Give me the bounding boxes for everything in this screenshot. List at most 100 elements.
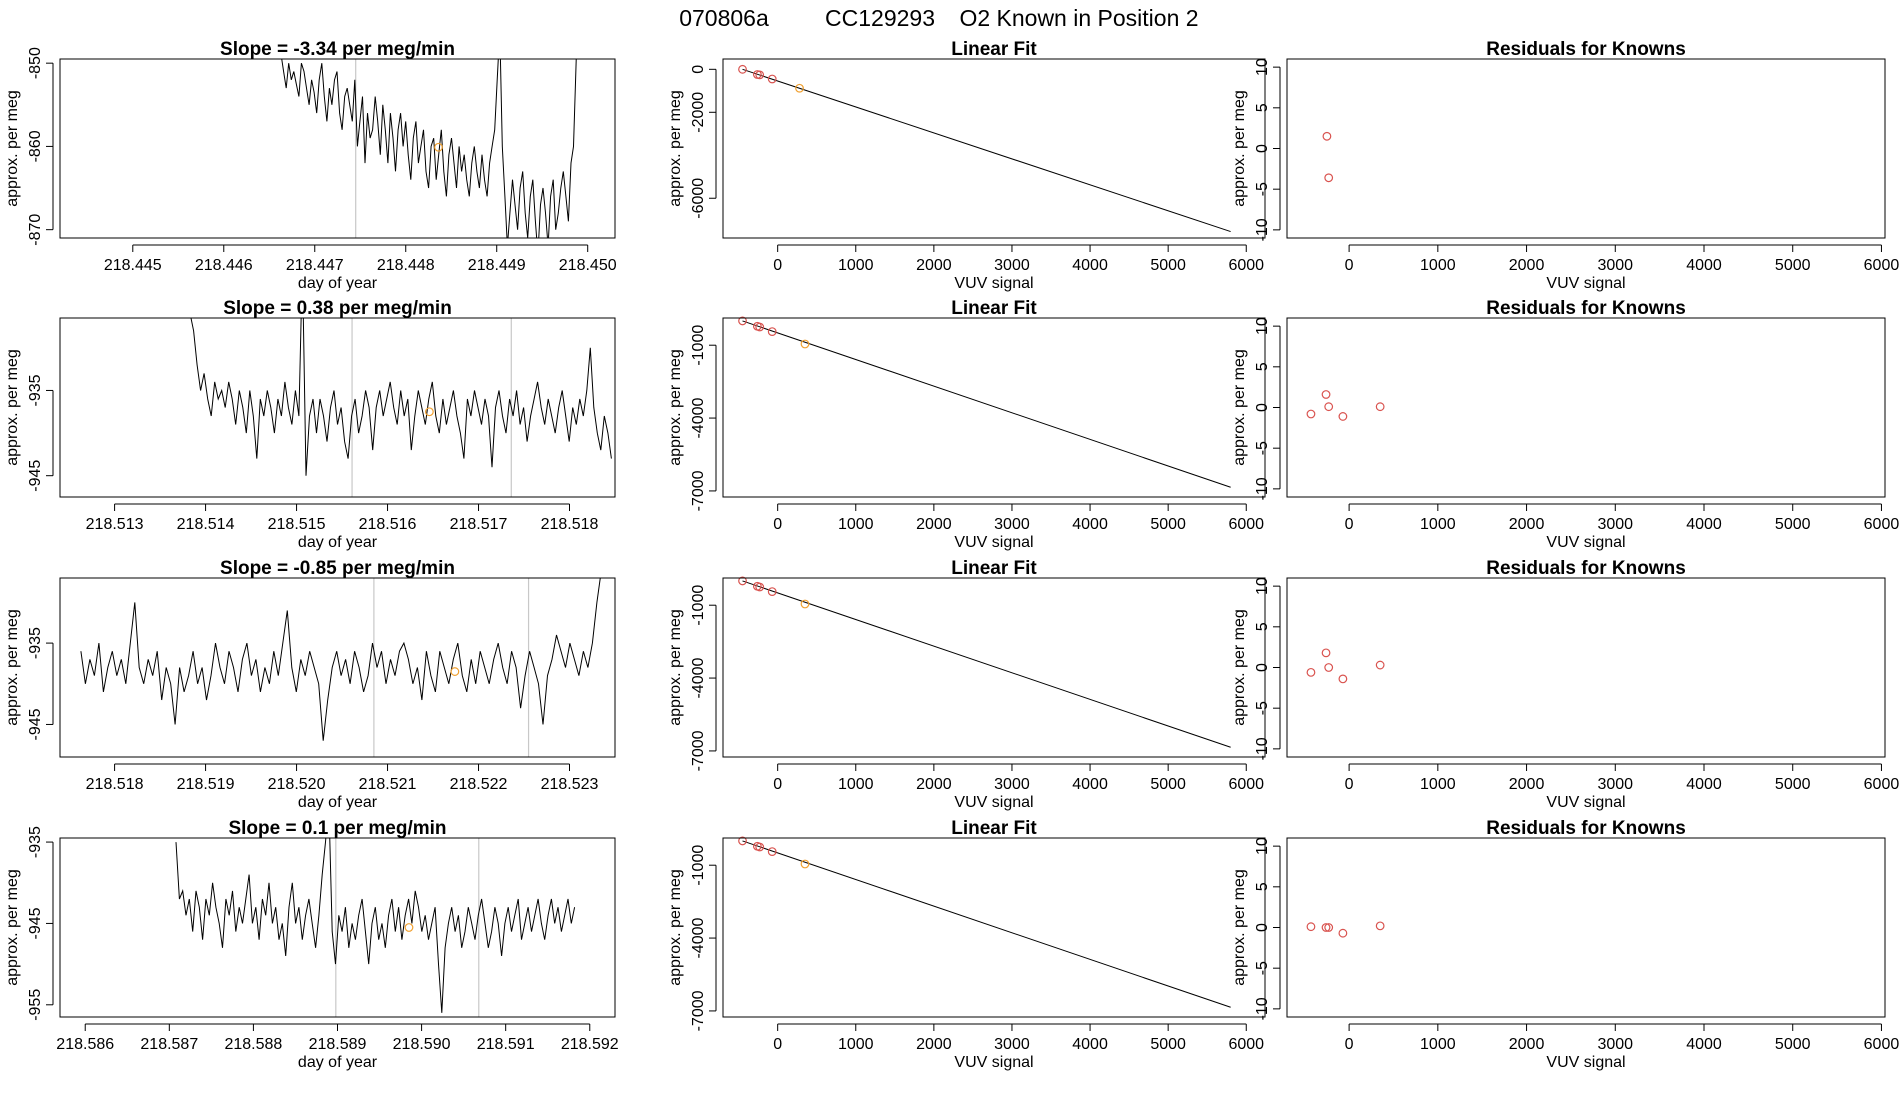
x-tick-label: 5000 — [1150, 516, 1186, 533]
panel-0-0: Slope = -3.34 per meg/min 218.445 218.446 2… — [4, 39, 617, 292]
y-tick-label: -7000 — [690, 730, 707, 771]
plot-frame — [59, 837, 616, 1018]
x-tick-label: 4000 — [1072, 776, 1108, 793]
x-tick-label: 218.592 — [561, 1036, 619, 1053]
x-tick-label: 5000 — [1150, 257, 1186, 274]
x-tick-label: 1000 — [838, 1036, 874, 1053]
sample-point — [795, 83, 804, 93]
x-tick-label: 0 — [773, 776, 782, 793]
plot-frame — [722, 58, 1266, 239]
x-tick-label: 3000 — [1597, 257, 1633, 274]
x-tick-label: 218.450 — [559, 257, 617, 274]
series-line — [190, 318, 612, 476]
panel-3-0: Slope = 0.1 per meg/min 218.586 218.587 218… — [4, 818, 619, 1071]
x-tick-label: 3000 — [994, 776, 1030, 793]
x-axis-label: day of year — [298, 1054, 378, 1071]
x-tick-label: 218.513 — [86, 516, 144, 533]
y-tick-label: 10 — [1254, 577, 1271, 595]
x-axis-label: VUV signal — [954, 534, 1033, 551]
known-point — [1321, 923, 1331, 932]
series-line — [80, 578, 601, 741]
x-tick-label: 5000 — [1775, 257, 1811, 274]
y-tick-label: -945 — [27, 907, 44, 939]
series-line — [281, 59, 577, 238]
y-tick-label: -5 — [1254, 182, 1271, 196]
x-tick-label: 4000 — [1686, 257, 1722, 274]
panel-title: Residuals for Knowns — [1486, 298, 1686, 319]
sample-point — [424, 407, 434, 417]
y-axis-label: approx. per meg — [1231, 90, 1248, 207]
plot-grid: Slope = -3.34 per meg/min 218.445 218.446 2… — [4, 39, 1900, 1071]
y-tick-label: -935 — [27, 374, 44, 406]
fit-line — [742, 68, 1231, 233]
y-tick-label: -870 — [27, 214, 44, 246]
x-tick-label: 5000 — [1775, 1036, 1811, 1053]
x-tick-label: 0 — [1345, 1036, 1354, 1053]
panel-1-0: Slope = 0.38 per meg/min 218.513 218.514 21… — [4, 298, 616, 551]
known-point — [1338, 674, 1348, 684]
figure-title-position: O2 Known in Position 2 — [959, 5, 1198, 31]
x-tick-label: 3000 — [1597, 1036, 1633, 1053]
y-tick-label: -5 — [1254, 441, 1271, 455]
x-tick-label: 1000 — [1420, 257, 1456, 274]
x-tick-label: 4000 — [1686, 516, 1722, 533]
panel-3-1: Linear Fit 0 1000 2000 3000 4000 5000 6000 VUV s… — [667, 818, 1266, 1071]
x-tick-label: 218.587 — [140, 1036, 198, 1053]
known-point — [767, 847, 777, 857]
known-point — [755, 842, 765, 852]
panel-title: Linear Fit — [951, 298, 1037, 319]
known-point — [1375, 660, 1385, 670]
panel-0-2: Residuals for Knowns 0 1000 2000 3000 4000 500… — [1231, 39, 1899, 292]
y-tick-label: -1000 — [690, 845, 707, 886]
x-tick-label: 6000 — [1864, 776, 1900, 793]
y-tick-label: -1000 — [690, 585, 707, 626]
x-tick-label: 4000 — [1686, 776, 1722, 793]
y-tick-label: -945 — [27, 708, 44, 740]
x-tick-label: 0 — [1345, 257, 1354, 274]
y-tick-label: -860 — [27, 130, 44, 162]
x-tick-label: 4000 — [1072, 257, 1108, 274]
known-point — [767, 74, 777, 84]
y-tick-label: 0 — [690, 65, 707, 74]
x-axis-label: VUV signal — [954, 275, 1033, 292]
x-tick-label: 1000 — [838, 516, 874, 533]
sample-point — [800, 599, 810, 609]
known-point — [1306, 409, 1316, 419]
sample-point — [800, 339, 810, 349]
x-tick-label: 218.523 — [541, 776, 599, 793]
known-point — [1322, 131, 1332, 141]
y-tick-label: -10 — [1254, 477, 1271, 500]
y-tick-label: -4000 — [690, 658, 707, 699]
x-axis-label: VUV signal — [1546, 1054, 1625, 1071]
known-point — [1324, 663, 1334, 672]
panel-title: Slope = 0.1 per meg/min — [228, 818, 446, 839]
y-axis-label: approx. per meg — [667, 349, 684, 466]
y-tick-label: -4000 — [690, 398, 707, 439]
known-point — [755, 70, 765, 80]
x-tick-label: 218.449 — [468, 257, 526, 274]
known-point — [1306, 667, 1316, 677]
plot-frame — [1286, 317, 1886, 498]
y-tick-label: -10 — [1254, 737, 1271, 760]
fit-line — [742, 840, 1231, 1008]
y-tick-label: 5 — [1254, 362, 1271, 371]
y-tick-label: 5 — [1254, 622, 1271, 631]
x-tick-label: 218.514 — [177, 516, 235, 533]
figure-title-run-id: 070806a — [679, 5, 769, 31]
y-tick-label: -945 — [27, 460, 44, 492]
y-tick-label: -955 — [27, 989, 44, 1021]
y-tick-label: 10 — [1254, 837, 1271, 855]
x-tick-label: 218.518 — [86, 776, 144, 793]
x-tick-label: 6000 — [1228, 1036, 1264, 1053]
known-point — [1321, 648, 1331, 658]
y-tick-label: 10 — [1254, 58, 1271, 76]
x-tick-label: 3000 — [994, 516, 1030, 533]
x-tick-label: 2000 — [916, 516, 952, 533]
fit-line — [742, 580, 1231, 748]
y-tick-label: -2000 — [690, 92, 707, 133]
known-point — [1324, 923, 1334, 932]
known-point — [767, 327, 777, 337]
panel-2-1: Linear Fit 0 1000 2000 3000 4000 5000 6000 VUV s… — [667, 558, 1266, 811]
y-tick-label: 10 — [1254, 317, 1271, 335]
